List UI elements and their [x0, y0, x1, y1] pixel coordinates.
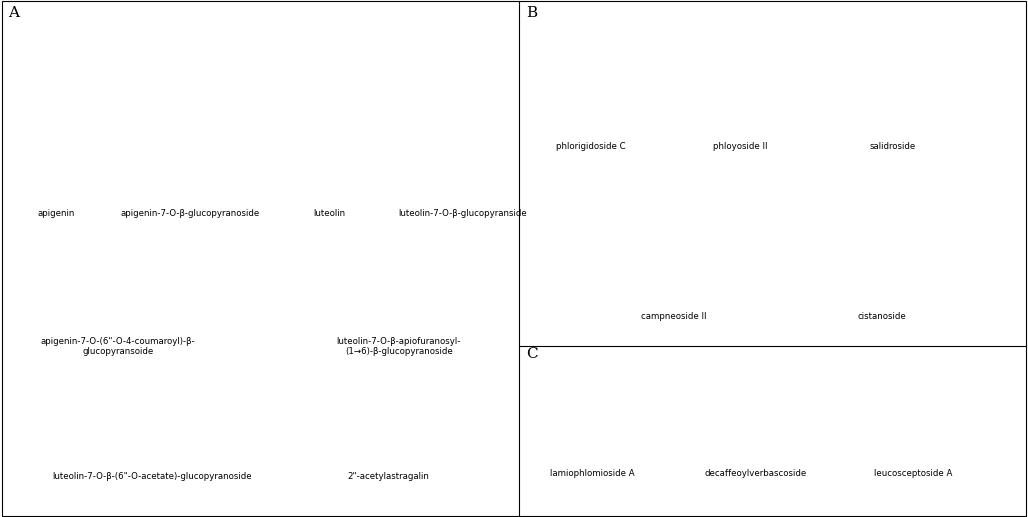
Text: luteolin-7-O-β-glucopyranside: luteolin-7-O-β-glucopyranside: [398, 209, 527, 218]
Text: leucosceptoside A: leucosceptoside A: [874, 469, 952, 478]
Text: luteolin: luteolin: [313, 209, 345, 218]
Text: phloyoside II: phloyoside II: [712, 142, 768, 150]
Text: phlorigidoside C: phlorigidoside C: [556, 142, 626, 150]
Text: luteolin-7-O-β-apiofuranosyl-
(1→6)-β-glucopyranoside: luteolin-7-O-β-apiofuranosyl- (1→6)-β-gl…: [337, 337, 461, 357]
Text: apigenin: apigenin: [38, 209, 75, 218]
Text: A: A: [8, 6, 20, 20]
Text: 2"-acetylastragalin: 2"-acetylastragalin: [347, 472, 430, 480]
Text: luteolin-7-O-β-(6"-O-acetate)-glucopyranoside: luteolin-7-O-β-(6"-O-acetate)-glucopyran…: [52, 472, 252, 480]
Text: lamiophlomioside A: lamiophlomioside A: [550, 469, 634, 478]
Text: C: C: [526, 347, 538, 361]
Text: apigenin-7-O-(6"-O-4-coumaroyl)-β-
glucopyransoide: apigenin-7-O-(6"-O-4-coumaroyl)-β- gluco…: [41, 337, 195, 357]
Text: salidroside: salidroside: [870, 142, 915, 150]
Text: B: B: [526, 6, 538, 20]
Text: decaffeoylverbascoside: decaffeoylverbascoside: [704, 469, 807, 478]
Text: campneoside II: campneoside II: [640, 312, 706, 321]
Text: cistanoside: cistanoside: [857, 312, 907, 321]
Text: apigenin-7-O-β-glucopyranoside: apigenin-7-O-β-glucopyranoside: [120, 209, 260, 218]
